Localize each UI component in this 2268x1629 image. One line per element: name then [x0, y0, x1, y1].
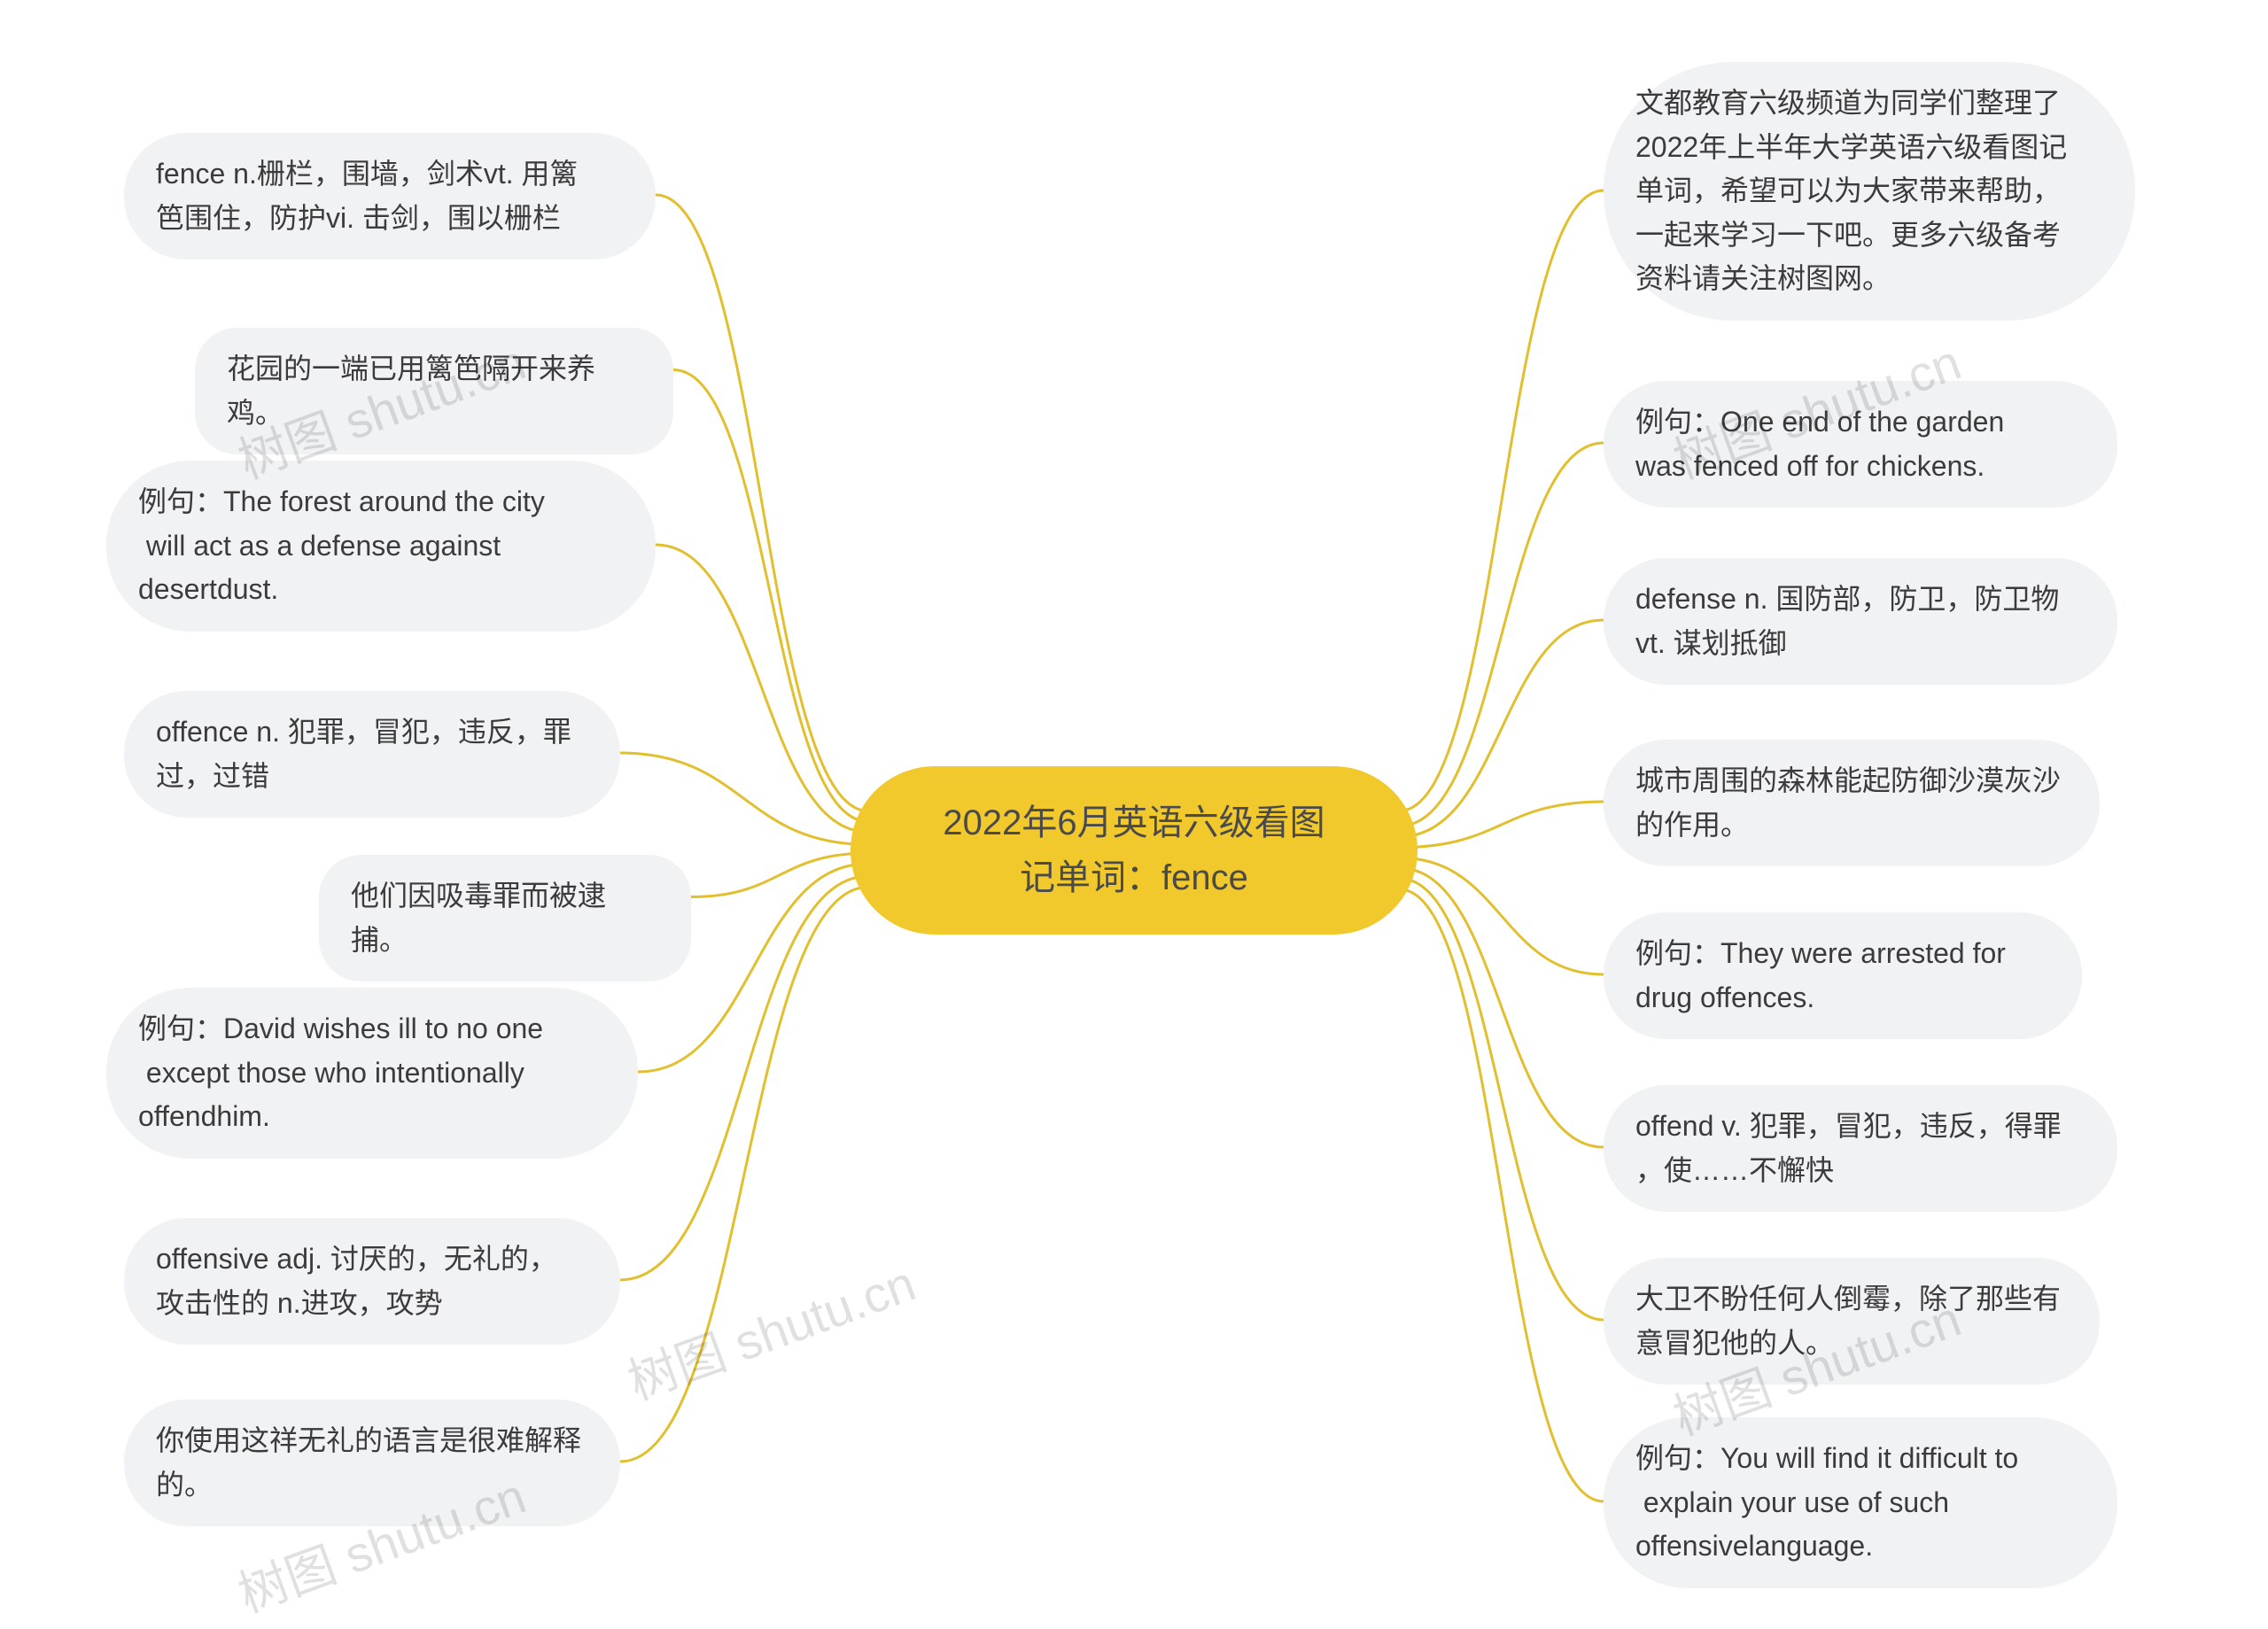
leaf-label: 大卫不盼任何人倒霉，除了那些有 意冒犯他的人。 — [1635, 1283, 2061, 1359]
mindmap-canvas: { "center": { "text": "2022年6月英语六级看图\n记单… — [0, 0, 2268, 1629]
center-node: 2022年6月英语六级看图 记单词：fence — [850, 766, 1418, 935]
leaf-l3: 例句：The forest around the city will act a… — [106, 461, 656, 632]
leaf-label: 你使用这祥无礼的语言是很难解释 的。 — [156, 1424, 581, 1501]
leaf-label: 例句：One end of the garden was fenced off … — [1635, 406, 2012, 482]
leaf-l6: 例句：David wishes ill to no one except tho… — [106, 988, 638, 1159]
center-node-label: 2022年6月英语六级看图 记单词：fence — [943, 795, 1324, 905]
leaf-l5: 他们因吸毒罪而被逮捕。 — [319, 855, 691, 981]
leaf-r4: 城市周围的森林能起防御沙漠灰沙 的作用。 — [1604, 740, 2100, 866]
leaf-l7: offensive adj. 讨厌的，无礼的， 攻击性的 n.进攻，攻势 — [124, 1218, 620, 1345]
leaf-label: 例句：The forest around the city will act a… — [138, 485, 545, 605]
leaf-r5: 例句：They were arrested for drug offences. — [1604, 912, 2082, 1039]
leaf-l2: 花园的一端已用篱笆隔开来养鸡。 — [195, 328, 673, 454]
leaf-label: 例句：You will find it difficult to explain… — [1635, 1442, 2018, 1562]
leaf-l1: fence n.栅栏，围墙，剑术vt. 用篱 笆围住，防护vi. 击剑，围以栅栏 — [124, 133, 656, 260]
leaf-r2: 例句：One end of the garden was fenced off … — [1604, 381, 2117, 508]
leaf-label: offence n. 犯罪，冒犯，违反，罪 过，过错 — [156, 716, 571, 792]
leaf-r1: 文都教育六级频道为同学们整理了 2022年上半年大学英语六级看图记 单词，希望可… — [1604, 62, 2135, 321]
watermark: 树图 shutu.cn — [617, 1244, 924, 1414]
leaf-r3: defense n. 国防部，防卫，防卫物 vt. 谋划抵御 — [1604, 558, 2117, 685]
leaf-l4: offence n. 犯罪，冒犯，违反，罪 过，过错 — [124, 691, 620, 818]
leaf-label: offend v. 犯罪，冒犯，违反，得罪 ，使……不懈快 — [1635, 1110, 2062, 1186]
leaf-label: 他们因吸毒罪而被逮捕。 — [351, 880, 606, 956]
leaf-label: 城市周围的森林能起防御沙漠灰沙 的作用。 — [1635, 764, 2061, 841]
leaf-r7: 大卫不盼任何人倒霉，除了那些有 意冒犯他的人。 — [1604, 1258, 2100, 1385]
leaf-label: offensive adj. 讨厌的，无礼的， 攻击性的 n.进攻，攻势 — [156, 1243, 557, 1319]
leaf-label: 例句：They were arrested for drug offences. — [1635, 937, 2014, 1013]
leaf-label: fence n.栅栏，围墙，剑术vt. 用篱 笆围住，防护vi. 击剑，围以栅栏 — [156, 158, 579, 234]
leaf-label: 文都教育六级频道为同学们整理了 2022年上半年大学英语六级看图记 单词，希望可… — [1635, 87, 2067, 294]
leaf-r8: 例句：You will find it difficult to explain… — [1604, 1417, 2117, 1588]
leaf-label: defense n. 国防部，防卫，防卫物 vt. 谋划抵御 — [1635, 583, 2059, 659]
leaf-l8: 你使用这祥无礼的语言是很难解释 的。 — [124, 1400, 620, 1526]
leaf-label: 例句：David wishes ill to no one except tho… — [138, 1012, 543, 1132]
leaf-r6: offend v. 犯罪，冒犯，违反，得罪 ，使……不懈快 — [1604, 1085, 2117, 1212]
leaf-label: 花园的一端已用篱笆隔开来养鸡。 — [227, 353, 595, 429]
